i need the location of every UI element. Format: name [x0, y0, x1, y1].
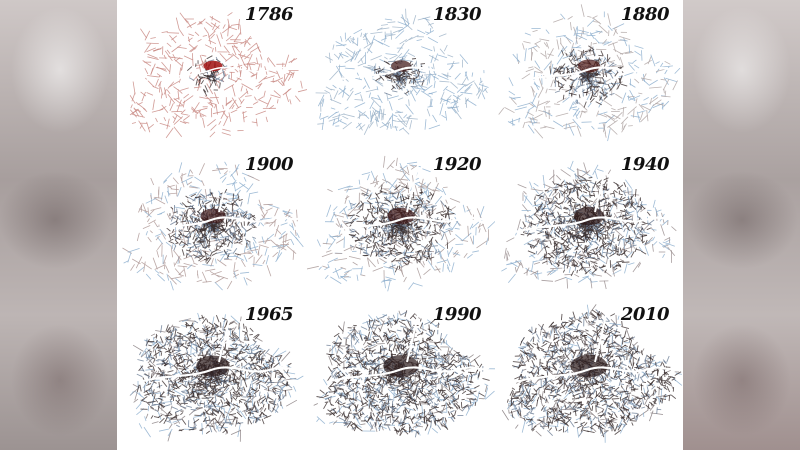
- map-panel-5: 1920: [307, 150, 495, 300]
- road-network-map: [498, 4, 681, 142]
- map-panel-8: 1990: [307, 300, 495, 450]
- year-label: 1900: [244, 154, 294, 175]
- year-label: 1990: [432, 304, 482, 325]
- map-panel-2: 1830: [307, 0, 495, 150]
- left-blurred-border: [0, 0, 118, 450]
- road-network-map: [313, 309, 495, 438]
- year-label: 1940: [620, 154, 670, 175]
- map-panel-1: 1786: [119, 0, 307, 150]
- road-network-map: [307, 155, 495, 292]
- year-label: 1830: [432, 4, 482, 25]
- map-panel-7: 1965: [119, 300, 307, 450]
- road-network-map: [129, 12, 307, 139]
- year-label: 1880: [620, 4, 670, 25]
- map-grid-panel: 1786 1830 1880 1900 1920 1940 1965 1990 …: [117, 0, 683, 450]
- map-panel-3: 1880: [495, 0, 683, 150]
- map-panel-6: 1940: [495, 150, 683, 300]
- road-network-map: [122, 159, 304, 291]
- right-blurred-border: [682, 0, 800, 450]
- year-label: 1920: [432, 154, 482, 175]
- map-panel-8: 2010: [495, 300, 683, 450]
- road-network-map: [315, 8, 490, 135]
- road-network-map: [501, 304, 683, 443]
- map-panel-4: 1900: [119, 150, 307, 300]
- year-label: 1965: [244, 304, 294, 325]
- year-label: 1786: [244, 4, 294, 25]
- road-network-map: [501, 159, 678, 290]
- year-label: 2010: [620, 304, 670, 325]
- road-network-map: [129, 309, 304, 442]
